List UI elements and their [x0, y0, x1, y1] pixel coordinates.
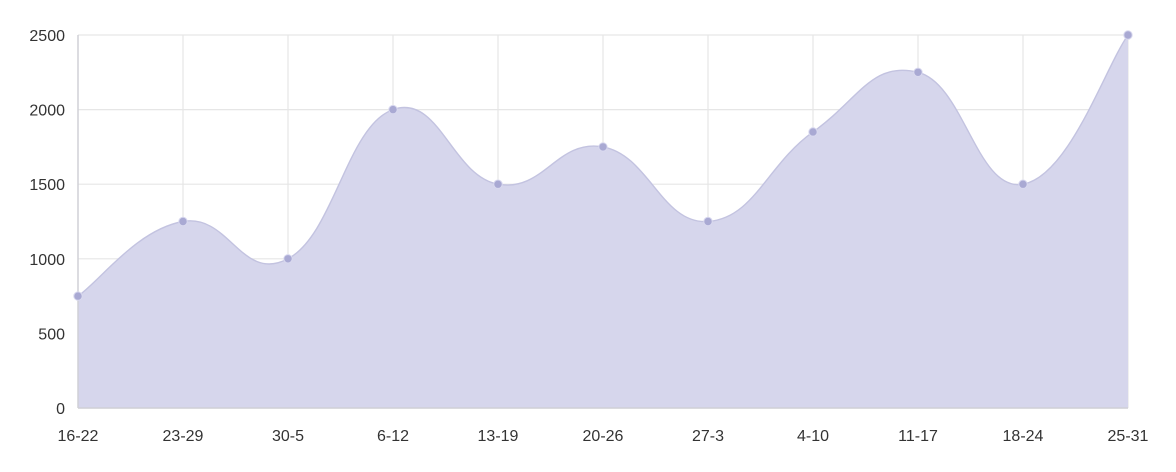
series-area [78, 35, 1128, 408]
y-tick-label: 2000 [29, 103, 65, 120]
data-point [283, 254, 293, 264]
axis-layer [77, 35, 1128, 409]
x-tick-label: 18-24 [1003, 428, 1044, 445]
data-point [808, 127, 818, 137]
y-tick-label: 500 [38, 326, 65, 343]
y-tick-label: 0 [56, 401, 65, 418]
data-point [73, 291, 83, 301]
y-tick-label: 1000 [29, 252, 65, 269]
y-tick-label: 1500 [29, 177, 65, 194]
y-tick-label: 2500 [29, 28, 65, 45]
x-tick-label: 30-5 [272, 428, 304, 445]
x-tick-label: 13-19 [478, 428, 519, 445]
x-tick-label: 20-26 [583, 428, 624, 445]
data-point [913, 67, 923, 78]
x-tick-label: 27-3 [692, 428, 724, 445]
data-point [598, 142, 608, 152]
data-point [703, 216, 713, 227]
x-tick-label: 6-12 [377, 428, 409, 445]
x-tick-label: 16-22 [58, 428, 99, 445]
x-tick-label: 25-31 [1108, 428, 1149, 445]
data-point [493, 179, 503, 189]
label-layer: 0 500 1000 1500 2000 2500 16-22 23-29 30-5 6-12 13… [29, 28, 1148, 445]
point-layer [73, 30, 1133, 301]
x-tick-label: 4-10 [797, 428, 829, 445]
x-tick-label: 23-29 [163, 428, 204, 445]
data-point [1018, 179, 1028, 189]
data-point [1123, 30, 1133, 40]
data-point [178, 216, 188, 227]
x-tick-label: 11-17 [898, 428, 938, 445]
data-point [388, 104, 398, 115]
